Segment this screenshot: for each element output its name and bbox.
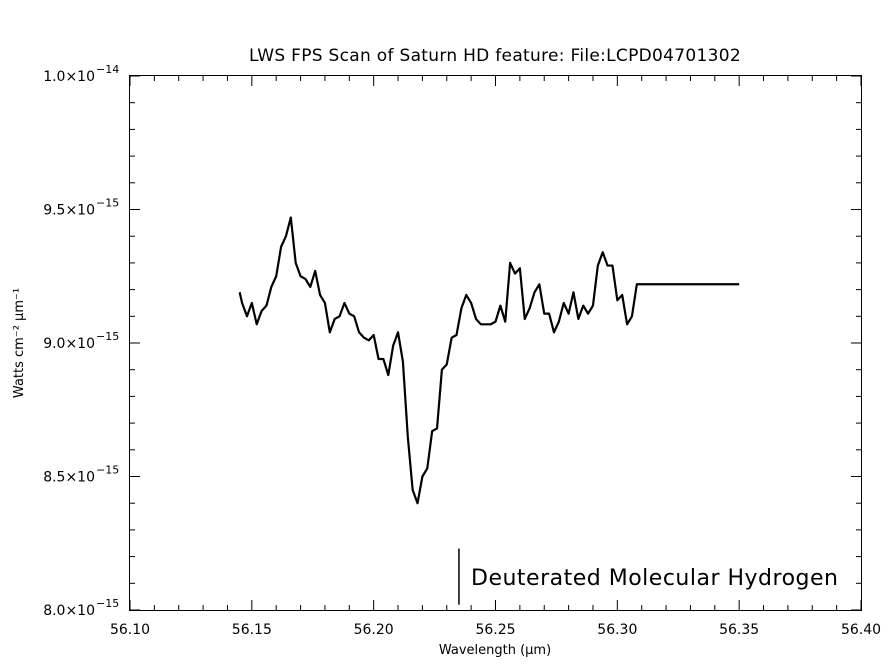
- plot-frame: [129, 75, 862, 611]
- y-tick-exponent: −14: [96, 63, 119, 76]
- x-tick-label: 56.20: [354, 622, 394, 638]
- x-tick-label: 56.10: [110, 622, 150, 638]
- y-tick-label: 8.5×10: [43, 470, 95, 486]
- x-tick-label: 56.30: [597, 622, 637, 638]
- x-axis-ticks: 56.10 56.15 56.20 56.25 56.30 56.35 56.40: [110, 76, 881, 638]
- chart-title: LWS FPS Scan of Saturn HD feature: File:…: [249, 46, 741, 66]
- x-axis-label: Wavelength (μm): [439, 643, 551, 658]
- y-tick-mantissa: 9.0×10: [43, 336, 95, 352]
- y-tick-exponent: −15: [96, 597, 119, 610]
- x-tick-label: 56.35: [719, 622, 759, 638]
- y-tick-exponent: −15: [96, 197, 119, 210]
- series-layer: [238, 216, 740, 505]
- x-tick-label: 56.40: [841, 622, 881, 638]
- y-tick-exponent: −15: [96, 330, 119, 343]
- y-tick-mantissa: 8.0×10: [43, 603, 95, 619]
- y-tick-mantissa: 8.5×10: [43, 470, 95, 486]
- y-tick-label: 9.0×10: [43, 336, 95, 352]
- x-tick-label: 56.25: [475, 622, 515, 638]
- y-tick-label: 1.0×10: [43, 69, 95, 85]
- y-axis-label: Watts cm⁻² μm⁻¹: [12, 288, 27, 398]
- annotation-label: Deuterated Molecular Hydrogen: [471, 566, 838, 591]
- y-tick-mantissa: 9.5×10: [43, 203, 95, 219]
- y-tick-mantissa: 1.0×10: [43, 69, 95, 85]
- y-tick-exponent: −15: [96, 464, 119, 477]
- y-tick-label: 8.0×10: [43, 603, 95, 619]
- series-line: [238, 216, 740, 505]
- x-tick-label: 56.15: [232, 622, 272, 638]
- y-axis-ticks: 8.0×10 −158.5×10 −159.0×10 −159.5×10 −151.0×…: [43, 63, 861, 619]
- y-tick-label: 9.5×10: [43, 203, 95, 219]
